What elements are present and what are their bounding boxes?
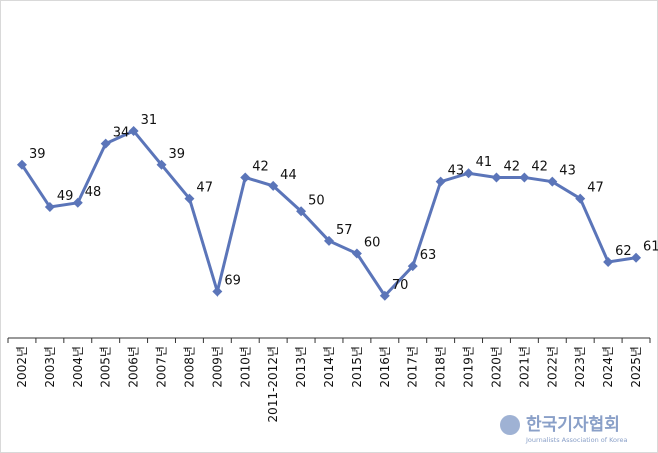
marker [407, 261, 418, 272]
marker [547, 176, 558, 187]
marker [44, 202, 55, 213]
value-label: 31 [141, 113, 158, 128]
x-tick-label: 2009년 [210, 346, 224, 388]
value-label: 49 [57, 189, 74, 204]
marker [324, 235, 334, 246]
value-label: 42 [503, 159, 520, 174]
marker [100, 138, 111, 149]
x-tick-label: 2016년 [378, 346, 392, 388]
marker [16, 159, 27, 170]
x-tick-label: 2014년 [322, 346, 336, 388]
marker [240, 172, 251, 183]
marker [156, 159, 167, 170]
value-label: 39 [169, 147, 186, 162]
marker [296, 206, 307, 217]
value-label: 41 [476, 155, 493, 170]
marker [519, 172, 530, 183]
marker [72, 197, 83, 208]
x-tick-label: 2019년 [462, 346, 476, 388]
x-tick-label: 2022년 [545, 346, 559, 388]
value-label: 47 [196, 181, 213, 196]
value-label: 70 [392, 278, 409, 293]
logo [500, 415, 520, 435]
value-label: 61 [643, 240, 658, 255]
x-tick-label: 2025년 [629, 346, 643, 388]
marker [491, 172, 502, 183]
value-label: 62 [615, 244, 632, 259]
value-label: 60 [364, 236, 381, 251]
value-label: 57 [336, 223, 353, 238]
value-label: 39 [29, 147, 46, 162]
marker [128, 125, 139, 136]
x-tick-label: 2020년 [489, 346, 503, 388]
marker [184, 193, 195, 204]
marker [575, 193, 586, 204]
marker [603, 256, 614, 267]
value-label: 44 [280, 168, 297, 183]
marker [268, 180, 279, 191]
marker [463, 168, 474, 179]
x-tick-label: 2007년 [155, 346, 169, 388]
value-label: 42 [531, 159, 548, 174]
marker [631, 252, 642, 263]
x-tick-label: 2021년 [517, 346, 531, 388]
value-label: 43 [448, 164, 465, 179]
x-tick-label: 2015년 [350, 346, 364, 388]
x-tick-label: 2004년 [71, 346, 85, 388]
marker [212, 286, 223, 297]
value-label: 50 [308, 193, 325, 208]
x-tick-label: 2010년 [238, 346, 252, 388]
x-tick-label: 2013년 [294, 346, 308, 388]
marker [379, 290, 390, 301]
x-tick-label: 2005년 [99, 346, 113, 388]
marker [435, 176, 446, 187]
watermark: 한국기자협회 Journalists Association of Korea [500, 414, 628, 444]
value-label: 42 [252, 159, 269, 174]
marker [351, 248, 362, 259]
watermark-title: 한국기자협회 [526, 414, 620, 435]
value-label: 43 [559, 164, 576, 179]
x-tick-label: 2008년 [182, 346, 196, 388]
value-label: 69 [224, 274, 241, 289]
watermark-subtitle: Journalists Association of Korea [525, 436, 628, 444]
x-tick-label: 2006년 [127, 346, 141, 388]
value-label: 48 [85, 185, 102, 200]
value-label: 47 [587, 181, 604, 196]
x-tick-label: 2017년 [406, 346, 420, 388]
value-label: 34 [113, 126, 130, 141]
x-tick-label: 2023년 [573, 346, 587, 388]
x-tick-label: 2024년 [601, 346, 615, 388]
x-tick-label: 2011-2012년 [266, 346, 280, 422]
x-tick-label: 2003년 [43, 346, 57, 388]
x-tick-label: 2018년 [434, 346, 448, 388]
value-label: 63 [420, 248, 437, 263]
x-tick-label: 2002년 [15, 346, 29, 388]
